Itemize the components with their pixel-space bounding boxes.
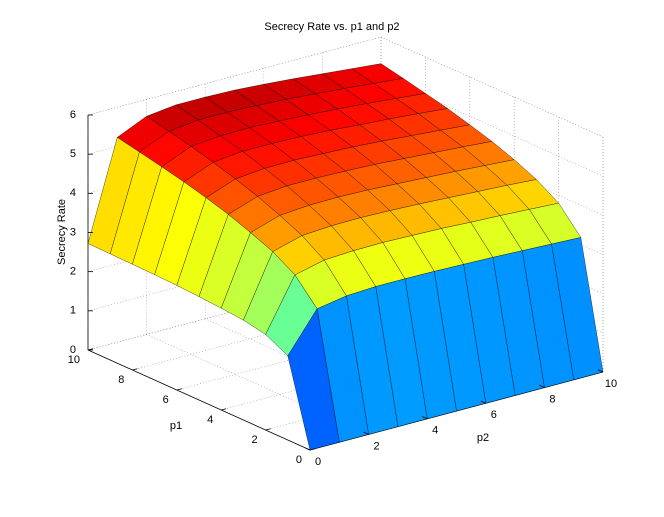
tick-mark [309,448,316,451]
x-tick-label: 0 [315,456,321,468]
x-tick-label: 4 [432,425,438,437]
tick-mark [304,447,311,451]
y-tick-label: 10 [68,354,80,366]
z-tick-label: 5 [70,148,76,160]
y-tick-label: 6 [163,394,169,406]
x-axis-label: p2 [477,432,489,444]
x-tick-label: 2 [374,440,380,452]
tick-mark [363,431,369,435]
tick-mark [87,348,94,351]
chart-title: Secrecy Rate vs. p1 and p2 [264,21,399,33]
tick-mark [221,408,227,411]
tick-mark [597,369,604,373]
z-tick-label: 0 [70,344,76,356]
z-tick-label: 6 [70,109,76,121]
axis-line [87,349,311,451]
x-tick-label: 6 [491,409,497,421]
x-tick-label: 8 [549,394,555,406]
tick-mark [539,384,545,388]
z-axis-label: Secrecy Rate [56,199,68,265]
z-tick-label: 1 [70,305,76,317]
x-tick-label: 10 [605,378,617,390]
z-tick-label: 2 [70,266,76,278]
grid-line [87,36,382,116]
tick-mark [480,400,486,404]
y-tick-label: 0 [296,454,302,466]
z-tick-label: 3 [70,226,76,238]
y-tick-label: 2 [251,434,257,446]
tick-mark [422,416,428,420]
y-axis-label: p1 [170,420,182,432]
tick-mark [176,388,182,391]
y-tick-label: 4 [207,414,213,426]
y-tick-label: 8 [118,374,124,386]
surface-patch [287,308,340,451]
tick-mark [132,368,138,371]
tick-mark [265,428,271,431]
z-tick-label: 4 [70,187,76,199]
